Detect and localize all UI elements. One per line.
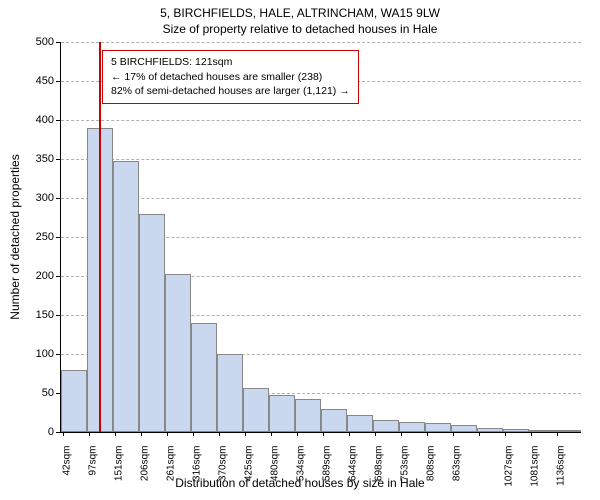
y-tick-label: 50 <box>14 387 54 399</box>
x-tick-mark <box>167 432 168 436</box>
histogram-bar <box>217 354 243 432</box>
x-tick-label: 808sqm <box>425 446 436 496</box>
x-tick-label: 370sqm <box>217 446 228 496</box>
chart-title-main: 5, BIRCHFIELDS, HALE, ALTRINCHAM, WA15 9… <box>0 6 600 20</box>
x-tick-mark <box>245 432 246 436</box>
x-tick-label: 1081sqm <box>529 446 540 496</box>
x-tick-mark <box>479 432 480 436</box>
x-tick-label: 316sqm <box>191 446 202 496</box>
y-tick-label: 100 <box>14 348 54 360</box>
legend-line-3: 82% of semi-detached houses are larger (… <box>111 84 350 99</box>
y-tick-label: 200 <box>14 270 54 282</box>
legend-line-1: 5 BIRCHFIELDS: 121sqm <box>111 55 350 70</box>
x-tick-label: 425sqm <box>243 446 254 496</box>
x-tick-mark <box>63 432 64 436</box>
histogram-bar <box>529 430 555 432</box>
x-tick-label: 42sqm <box>61 446 72 496</box>
histogram-bar <box>295 399 321 432</box>
y-tick-mark <box>56 198 60 199</box>
y-tick-label: 300 <box>14 192 54 204</box>
y-tick-mark <box>56 120 60 121</box>
y-tick-label: 150 <box>14 309 54 321</box>
histogram-bar <box>139 214 165 432</box>
grid-line <box>61 42 581 43</box>
x-tick-label: 206sqm <box>139 446 150 496</box>
x-tick-mark <box>193 432 194 436</box>
x-tick-mark <box>115 432 116 436</box>
histogram-bar <box>191 323 217 432</box>
y-tick-label: 0 <box>14 426 54 438</box>
y-tick-mark <box>56 354 60 355</box>
y-tick-mark <box>56 237 60 238</box>
x-tick-mark <box>323 432 324 436</box>
x-tick-label: 151sqm <box>113 446 124 496</box>
histogram-bar <box>321 409 347 432</box>
histogram-bar <box>113 161 139 432</box>
x-tick-mark <box>141 432 142 436</box>
y-tick-mark <box>56 81 60 82</box>
highlight-line <box>99 42 101 432</box>
x-tick-mark <box>271 432 272 436</box>
histogram-bar <box>269 395 295 432</box>
y-tick-mark <box>56 276 60 277</box>
x-tick-mark <box>453 432 454 436</box>
x-tick-label: 97sqm <box>87 446 98 496</box>
histogram-bar <box>347 415 373 432</box>
histogram-bar <box>451 425 477 432</box>
legend-line-2: ← 17% of detached houses are smaller (23… <box>111 70 350 85</box>
histogram-bar <box>425 423 451 432</box>
chart-container: 5, BIRCHFIELDS, HALE, ALTRINCHAM, WA15 9… <box>0 0 600 500</box>
x-tick-mark <box>401 432 402 436</box>
grid-line <box>61 159 581 160</box>
x-tick-label: 480sqm <box>269 446 280 496</box>
y-tick-mark <box>56 393 60 394</box>
x-tick-mark <box>375 432 376 436</box>
histogram-bar <box>555 430 581 432</box>
y-tick-mark <box>56 159 60 160</box>
x-tick-label: 589sqm <box>321 446 332 496</box>
histogram-bar <box>399 422 425 432</box>
y-tick-label: 350 <box>14 153 54 165</box>
x-tick-label: 1136sqm <box>555 446 566 496</box>
y-tick-mark <box>56 432 60 433</box>
chart-title-sub: Size of property relative to detached ho… <box>0 22 600 36</box>
x-tick-label: 698sqm <box>373 446 384 496</box>
x-tick-mark <box>219 432 220 436</box>
grid-line <box>61 120 581 121</box>
x-tick-label: 261sqm <box>165 446 176 496</box>
y-tick-label: 450 <box>14 75 54 87</box>
x-tick-label: 1027sqm <box>503 446 514 496</box>
histogram-bar <box>503 429 529 432</box>
y-tick-mark <box>56 315 60 316</box>
x-tick-mark <box>89 432 90 436</box>
y-tick-label: 250 <box>14 231 54 243</box>
x-tick-mark <box>531 432 532 436</box>
x-tick-label: 863sqm <box>451 446 462 496</box>
grid-line <box>61 198 581 199</box>
x-tick-mark <box>557 432 558 436</box>
histogram-bar <box>61 370 87 432</box>
y-tick-mark <box>56 42 60 43</box>
histogram-bar <box>477 428 503 432</box>
x-tick-mark <box>427 432 428 436</box>
x-tick-label: 644sqm <box>347 446 358 496</box>
y-tick-label: 500 <box>14 36 54 48</box>
y-tick-label: 400 <box>14 114 54 126</box>
x-tick-mark <box>505 432 506 436</box>
x-tick-mark <box>349 432 350 436</box>
legend-box: 5 BIRCHFIELDS: 121sqm ← 17% of detached … <box>102 50 359 104</box>
histogram-bar <box>243 388 269 432</box>
histogram-bar <box>373 420 399 432</box>
x-tick-label: 753sqm <box>399 446 410 496</box>
histogram-bar <box>165 274 191 432</box>
x-tick-mark <box>297 432 298 436</box>
x-tick-label: 534sqm <box>295 446 306 496</box>
